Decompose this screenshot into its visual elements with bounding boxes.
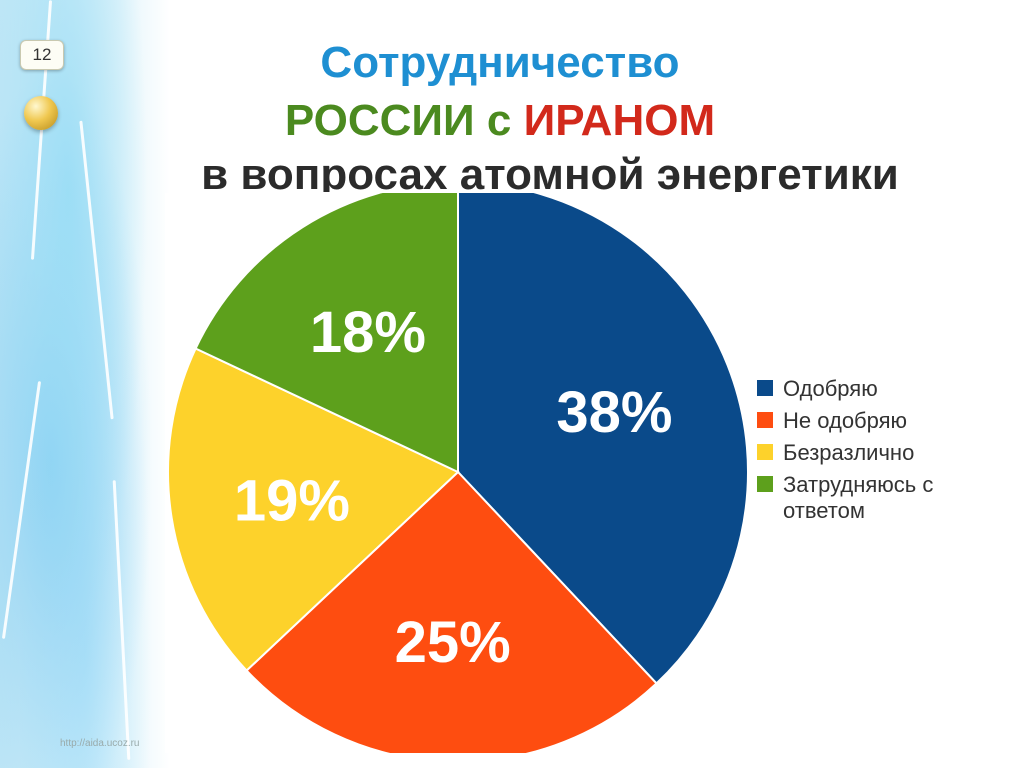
pie-slice-label-3: 18% (310, 300, 426, 365)
legend-label-0: Одобряю (783, 376, 878, 401)
chart-panel: 38% 25% 19% 18% (165, 180, 970, 763)
source-url: http://aida.ucoz.ru (60, 738, 140, 749)
pie-slice-0 (457, 180, 749, 685)
title-line-1: Сотрудничество (320, 38, 680, 87)
pie-slice-2 (167, 347, 460, 672)
legend-item-2: Безразлично (757, 440, 987, 466)
legend-swatch-2 (757, 444, 773, 460)
slide-number-badge: 12 (20, 40, 64, 70)
title-line-3: в вопросах атомной энергетики (201, 150, 899, 192)
legend-swatch-1 (757, 412, 773, 428)
slide-background-decoration (0, 0, 170, 768)
pie-slice-label-1: 25% (395, 610, 511, 675)
bead-icon (24, 96, 58, 130)
pie-chart: 38% 25% 19% 18% (167, 180, 749, 763)
slide-number: 12 (32, 45, 52, 64)
pie-slice-label-2: 19% (234, 468, 350, 533)
title-with: с (474, 96, 524, 145)
legend-swatch-3 (757, 476, 773, 492)
title-russia: РОССИИ (284, 96, 475, 145)
pie-slice-label-0: 38% (556, 380, 672, 445)
chart-legend: Одобряю Не одобряю Безразлично Затрудняюсь … (757, 376, 987, 530)
legend-item-0: Одобряю (757, 376, 987, 402)
title-line-2: РОССИИ с ИРАНОМ (130, 96, 870, 146)
legend-label-1: Не одобряю (783, 408, 908, 433)
legend-item-1: Не одобряю (757, 408, 987, 434)
legend-label-2: Безразлично (783, 440, 915, 465)
legend-item-3: Затрудняюсь с ответом (757, 472, 987, 524)
legend-label-3: Затрудняюсь с ответом (783, 472, 934, 523)
title-iran: ИРАНОМ (523, 96, 716, 145)
legend-swatch-0 (757, 380, 773, 396)
